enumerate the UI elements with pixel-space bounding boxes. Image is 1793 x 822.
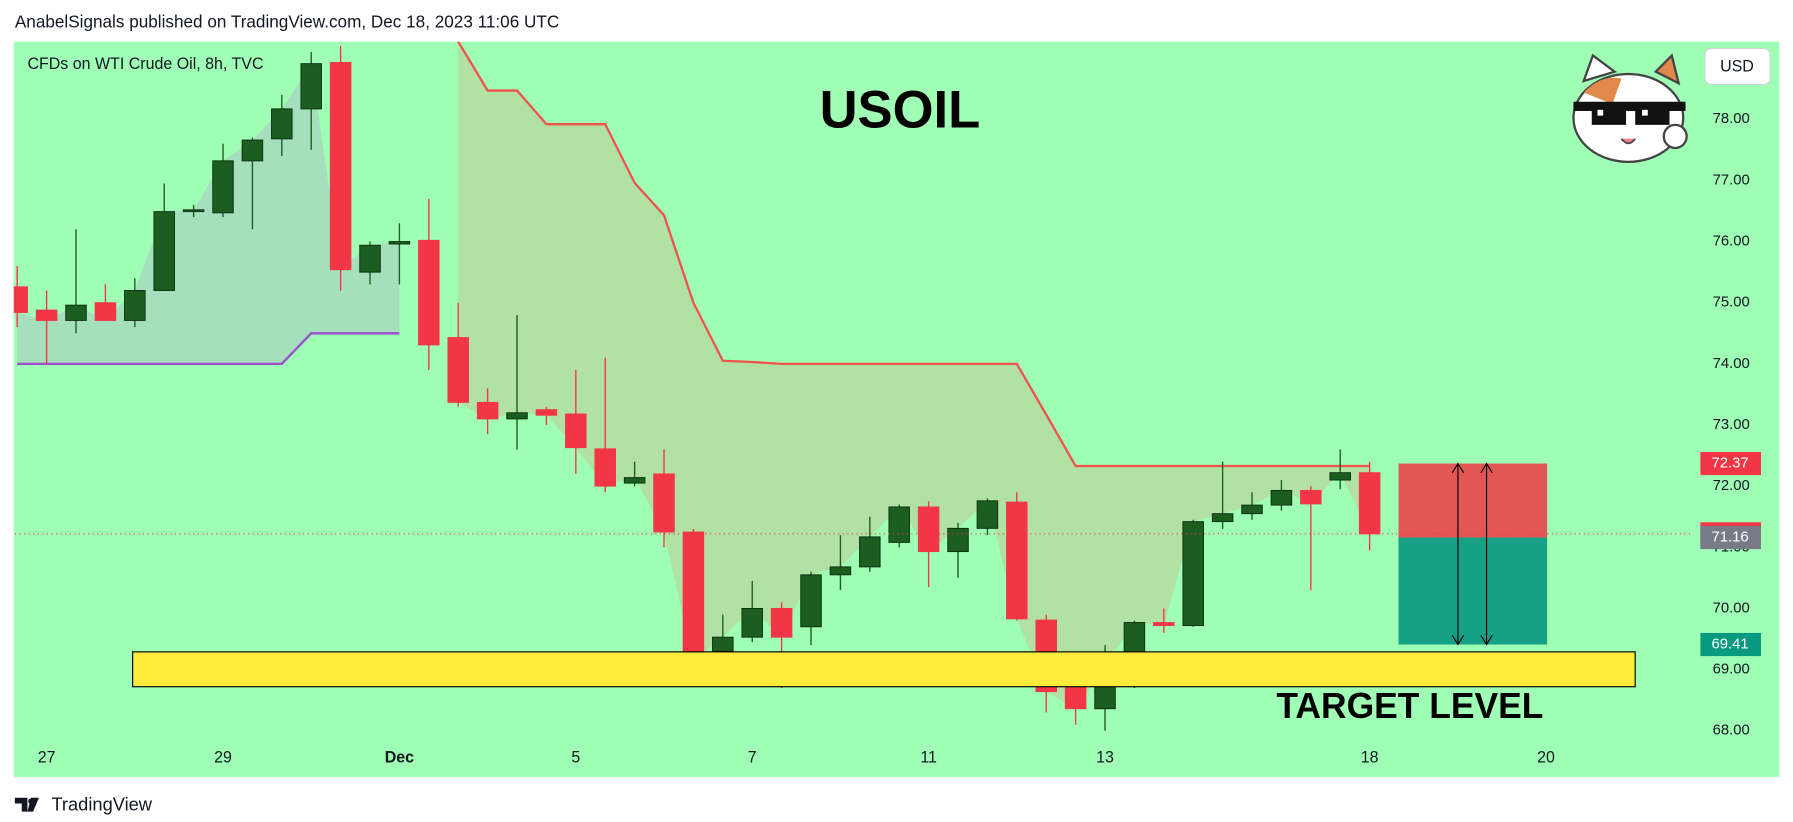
x-tick-label: 29: [214, 749, 232, 767]
y-tick-label: 74.00: [1713, 355, 1750, 372]
price-label: 72.37: [1700, 451, 1761, 476]
candle-body: [1211, 513, 1234, 523]
candle-body: [888, 506, 910, 543]
cloud-fill: [17, 63, 400, 364]
candle-body: [565, 413, 587, 449]
candle-body: [94, 302, 117, 321]
candle-body: [182, 209, 205, 213]
x-tick-label: 7: [748, 749, 757, 767]
candle-body: [741, 607, 763, 638]
candle-body: [594, 448, 616, 487]
x-tick-label: Dec: [385, 749, 414, 767]
x-tick-label: 18: [1361, 749, 1379, 767]
x-tick-label: 20: [1537, 749, 1555, 767]
candle-body: [124, 290, 146, 321]
x-tick-label: 27: [38, 749, 56, 767]
candle-body: [917, 506, 940, 553]
candle-body: [1358, 472, 1381, 535]
x-tick-label: 13: [1096, 749, 1114, 767]
candle-body: [800, 574, 822, 628]
candle-body: [682, 531, 705, 663]
plot-area: [13, 41, 1381, 731]
candle-body: [153, 211, 175, 291]
y-tick-label: 73.00: [1713, 416, 1750, 433]
candle-body: [271, 108, 293, 140]
candle-body: [712, 636, 734, 652]
candle-body: [976, 500, 999, 529]
target-zone: [132, 651, 1636, 688]
candle-body: [388, 241, 411, 245]
target-annotation: TARGET LEVEL: [1276, 686, 1543, 726]
y-tick-label: 72.00: [1713, 477, 1750, 494]
candle-body: [241, 139, 264, 162]
candle-body: [35, 309, 58, 321]
publish-header: AnabelSignals published on TradingView.c…: [15, 12, 559, 32]
candle-body: [859, 536, 881, 568]
symbol-label: CFDs on WTI Crude Oil, 8h, TVC: [27, 55, 263, 73]
candle-body: [329, 61, 352, 271]
price-label-text: 72.37: [1712, 454, 1749, 471]
currency-button[interactable]: [1704, 47, 1771, 85]
tradingview-logo: [14, 797, 39, 812]
x-tick-label: 11: [920, 749, 937, 767]
candle-body: [300, 63, 322, 110]
candle-body: [947, 527, 969, 553]
candle-body: [447, 337, 469, 403]
price-label-bg: [1700, 632, 1761, 657]
candle-body: [623, 477, 646, 484]
y-tick-label: 78.00: [1713, 110, 1750, 127]
candle-body: [1006, 501, 1028, 620]
footer-brand: TradingView: [51, 794, 152, 815]
candle-body: [535, 409, 558, 416]
indicator-line: [457, 41, 1370, 468]
stop-area: [1398, 463, 1548, 538]
candle-body: [1153, 622, 1175, 627]
y-tick-label: 68.00: [1713, 722, 1750, 739]
chart-title: USOIL: [820, 80, 981, 139]
mascot: [1572, 53, 1688, 164]
price-label-bg: [1700, 525, 1761, 550]
range-arrow: [1451, 462, 1465, 646]
price-label-text: 71.16: [1712, 528, 1749, 545]
candle-body: [1329, 472, 1351, 481]
range-arrow-heads: [1480, 462, 1493, 646]
price-label-bg: [1700, 451, 1761, 476]
x-tick-label: 5: [571, 749, 580, 767]
range-arrow-heads: [1451, 462, 1465, 646]
candle-body: [1300, 489, 1322, 505]
candle-body: [418, 239, 440, 346]
candle-body: [770, 607, 793, 638]
candle-body: [506, 412, 528, 420]
candle-body: [653, 473, 675, 533]
candle-body: [65, 304, 87, 321]
candle-body: [1182, 521, 1204, 627]
price-label-text: 69.41: [1712, 635, 1749, 652]
price-label: 69.41: [1700, 632, 1761, 657]
candle-body: [476, 401, 499, 420]
price-label: 71.16: [1700, 525, 1761, 550]
candle-body: [1241, 504, 1263, 515]
y-tick-label: 75.00: [1713, 294, 1750, 311]
y-tick-label: 70.00: [1713, 599, 1750, 616]
y-tick-label: 77.00: [1713, 171, 1750, 188]
candle-body: [13, 286, 28, 313]
candle-body: [359, 244, 381, 273]
candle-body: [829, 566, 852, 576]
indicator-line: [17, 332, 400, 366]
y-tick-label: 76.00: [1713, 232, 1750, 249]
y-tick-label: 69.00: [1713, 661, 1750, 678]
candle-body: [212, 160, 234, 214]
range-arrow: [1480, 462, 1493, 646]
currency-label: USD: [1720, 57, 1754, 75]
candle-body: [1270, 489, 1293, 506]
target-area: [1398, 537, 1548, 645]
